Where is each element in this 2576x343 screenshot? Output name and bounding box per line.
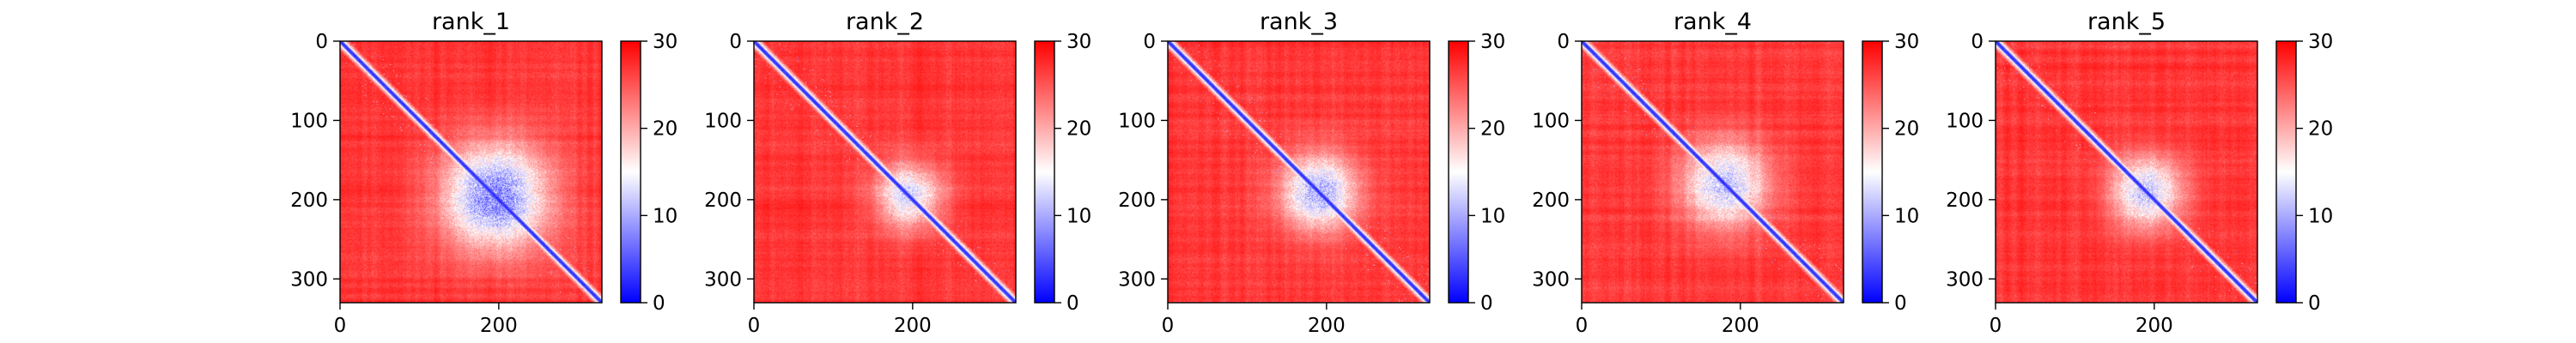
y-tick-label: 0 [315,31,328,53]
y-tick-label: 300 [1532,268,1570,291]
y-tick-label: 300 [290,268,328,291]
heatmap-frame [1995,40,2258,304]
y-tick-label: 200 [290,190,328,212]
y-tick-label: 100 [290,110,328,132]
colorbar-tick-label: 10 [1894,205,1919,227]
colorbar-tick-label: 20 [1894,118,1919,141]
heatmap-image [1582,41,1844,303]
colorbar-tick-label: 0 [2308,292,2321,315]
heatmap-frame [753,40,1017,304]
colorbar-tick-label: 30 [653,31,677,53]
y-tick-label: 100 [704,110,742,132]
colorbar [2275,40,2297,304]
y-tick-label: 200 [1532,190,1570,212]
colorbar-tick-label: 10 [653,205,677,227]
y-tick-label: 200 [704,190,742,212]
x-tick-label: 200 [2136,315,2173,337]
colorbar-tick-label: 10 [2308,205,2333,227]
y-tick-label: 300 [704,268,742,291]
colorbar-tick-label: 30 [1894,31,1919,53]
colorbar-tick-label: 0 [1066,292,1079,315]
colorbar-tick-label: 0 [653,292,665,315]
colorbar [1862,40,1883,304]
colorbar [620,40,641,304]
colorbar-tick-label: 30 [2308,31,2333,53]
colorbar-tick-label: 30 [1066,31,1091,53]
y-tick-label: 0 [1971,31,1984,53]
y-tick-label: 0 [1557,31,1570,53]
x-tick-label: 0 [334,315,347,337]
x-tick-label: 0 [1990,315,2002,337]
panel-title: rank_4 [1674,9,1752,35]
panel-rank_3: rank_3 0 100 200 300 0 200 0 10 20 30 [1118,9,1505,337]
y-tick-label: 0 [729,31,742,53]
panel-title: rank_3 [1260,9,1338,35]
x-tick-label: 0 [748,315,761,337]
x-tick-label: 200 [1308,315,1346,337]
y-tick-label: 300 [1946,268,1984,291]
x-tick-label: 0 [1576,315,1589,337]
colorbar-tick-label: 0 [1894,292,1907,315]
y-tick-label: 100 [1118,110,1156,132]
heatmap-frame [1167,40,1431,304]
panel-title: rank_5 [2087,9,2166,35]
heatmap-image [1168,41,1430,303]
y-tick-label: 200 [1118,190,1156,212]
colorbar-tick-label: 20 [1480,118,1505,141]
panel-rank_2: rank_2 0 100 200 300 0 200 0 10 20 30 [704,9,1091,337]
y-tick-label: 300 [1118,268,1156,291]
panel-rank_5: rank_5 0 100 200 300 0 200 0 10 20 30 [1946,9,2333,337]
y-tick-label: 200 [1946,190,1984,212]
panel-title: rank_1 [432,9,510,35]
colorbar-tick-label: 0 [1480,292,1493,315]
y-tick-label: 100 [1946,110,1984,132]
heatmap-image [754,41,1016,303]
colorbar-tick-label: 30 [1480,31,1505,53]
heatmap-frame [1581,40,1844,304]
x-tick-label: 0 [1162,315,1175,337]
panel-rank_4: rank_4 0 100 200 300 0 200 0 10 20 30 [1532,9,1919,337]
colorbar-tick-label: 20 [653,118,677,141]
colorbar-tick-label: 10 [1480,205,1505,227]
colorbar [1448,40,1469,304]
x-tick-label: 200 [894,315,932,337]
colorbar-tick-label: 20 [1066,118,1091,141]
panel-rank_1: rank_1 0 100 200 300 0 200 0 10 20 30 [290,9,677,337]
heatmap-image [1996,41,2257,303]
x-tick-label: 200 [1722,315,1759,337]
y-tick-label: 0 [1143,31,1156,53]
colorbar-tick-label: 20 [2308,118,2333,141]
heatmap-frame [339,40,603,304]
colorbar-tick-label: 10 [1066,205,1091,227]
y-tick-label: 100 [1532,110,1570,132]
colorbar [1034,40,1055,304]
heatmap-image [340,41,602,303]
x-tick-label: 200 [480,315,518,337]
panel-title: rank_2 [846,9,924,35]
